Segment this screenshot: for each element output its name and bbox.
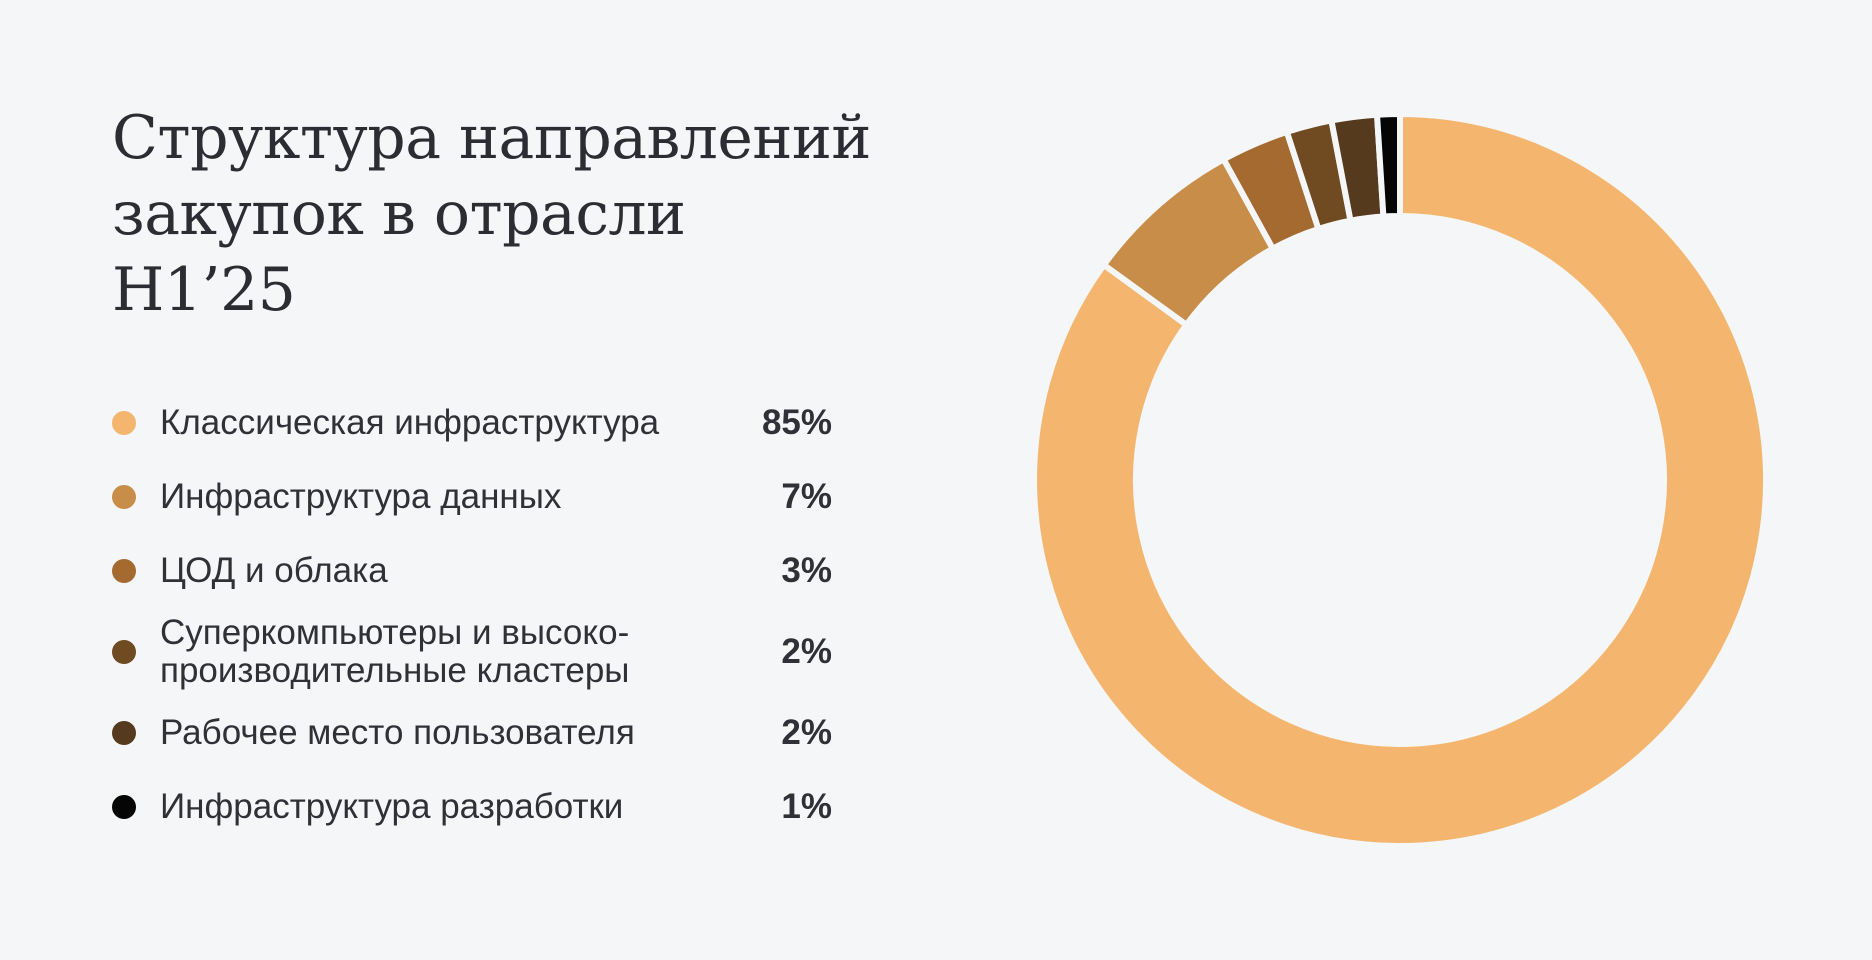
legend-label: Рабочее место пользователя (160, 713, 635, 752)
legend-value: 1% (781, 787, 832, 826)
donut-chart (1031, 110, 1769, 849)
legend-label: Классическая инфраструктура (160, 403, 660, 442)
legend-item-classic-infrastructure: Классическая инфраструктура 85% (112, 404, 832, 442)
chart-title: Структура направлений закупок в отрасли … (112, 103, 871, 325)
legend-swatch (112, 721, 136, 745)
donut-slice-classic-infrastructure (1031, 110, 1769, 849)
legend-item-user-workplace: Рабочее место пользователя 2% (112, 714, 832, 752)
legend-item-data-infrastructure: Инфраструктура данных 7% (112, 478, 832, 516)
legend-swatch (112, 640, 136, 664)
legend-value: 7% (781, 477, 832, 516)
legend-label: ЦОД и облака (160, 551, 388, 590)
legend-label: Инфраструктура разработки (160, 787, 624, 826)
legend-label: Инфраструктура данных (160, 477, 562, 516)
legend-swatch (112, 559, 136, 583)
legend-item-dev-infrastructure: Инфраструктура разработки 1% (112, 788, 832, 826)
legend-item-supercomputers: Суперкомпьютеры и высоко- производительн… (112, 614, 832, 690)
legend-value: 3% (781, 551, 832, 590)
legend-swatch (112, 411, 136, 435)
legend-item-datacenter-cloud: ЦОД и облака 3% (112, 552, 832, 590)
legend-swatch (112, 795, 136, 819)
legend-swatch (112, 485, 136, 509)
chart-legend: Классическая инфраструктура 85% Инфрастр… (112, 404, 832, 862)
legend-value: 85% (761, 403, 832, 442)
donut-slice-dev-infrastructure (1373, 110, 1403, 220)
legend-value: 2% (781, 713, 832, 752)
legend-value: 2% (781, 632, 832, 671)
legend-label: Суперкомпьютеры и высоко- производительн… (160, 613, 630, 690)
